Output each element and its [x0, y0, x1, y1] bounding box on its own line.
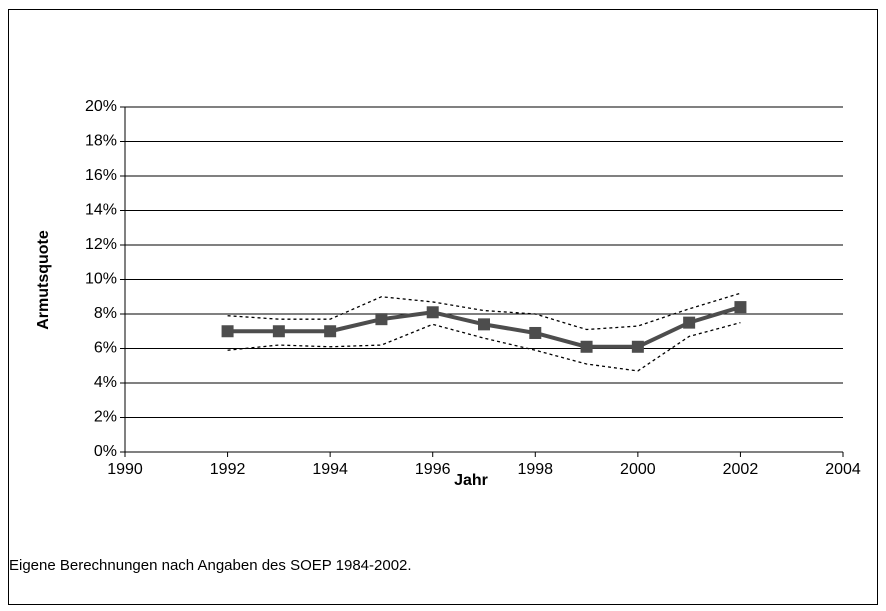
- marker: [631, 340, 644, 353]
- x-tick-label: 1998: [517, 461, 553, 478]
- marker: [529, 326, 542, 339]
- y-tick-label: 8%: [94, 305, 117, 322]
- y-tick-label: 2%: [94, 409, 117, 426]
- frame: [8, 9, 878, 605]
- band-line: [227, 321, 741, 372]
- source-note: Eigene Berechnungen nach Angaben des SOE…: [9, 557, 412, 574]
- x-tick-label: 1996: [415, 461, 451, 478]
- x-tick-label: 2000: [620, 461, 656, 478]
- y-tick-label: 0%: [94, 443, 117, 460]
- x-tick-label: 1994: [312, 461, 348, 478]
- x-tick-label: 1992: [210, 461, 246, 478]
- marker: [375, 313, 388, 326]
- marker: [324, 325, 337, 338]
- y-axis-title: Armutsquote: [35, 230, 52, 330]
- y-tick-label: 20%: [85, 98, 117, 115]
- y-tick-label: 10%: [85, 271, 117, 288]
- marker: [426, 306, 439, 319]
- marker: [478, 318, 490, 331]
- y-tick-label: 16%: [85, 167, 117, 184]
- marker: [221, 325, 234, 338]
- y-tick-label: 14%: [85, 202, 117, 219]
- x-axis-title: Jahr: [454, 472, 488, 489]
- marker: [683, 316, 696, 329]
- y-tick-label: 12%: [85, 236, 117, 253]
- x-tick-label: 2004: [825, 461, 861, 478]
- y-tick-label: 18%: [85, 133, 117, 150]
- marker: [734, 301, 747, 314]
- marker: [272, 325, 285, 338]
- x-tick-label: 2002: [723, 461, 759, 478]
- marker: [580, 340, 593, 353]
- band-line: [227, 292, 741, 331]
- y-tick-label: 6%: [94, 340, 117, 357]
- x-tick-label: 1990: [107, 461, 143, 478]
- y-tick-label: 4%: [94, 374, 117, 391]
